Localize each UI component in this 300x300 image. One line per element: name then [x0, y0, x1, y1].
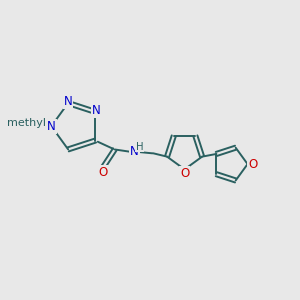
Text: N: N — [92, 104, 101, 117]
Text: N: N — [47, 120, 56, 133]
Text: O: O — [180, 167, 189, 180]
Text: methyl: methyl — [7, 118, 46, 128]
Text: O: O — [98, 166, 107, 178]
Text: O: O — [248, 158, 258, 171]
Text: N: N — [64, 95, 73, 108]
Text: H: H — [136, 142, 143, 152]
Text: N: N — [130, 145, 139, 158]
